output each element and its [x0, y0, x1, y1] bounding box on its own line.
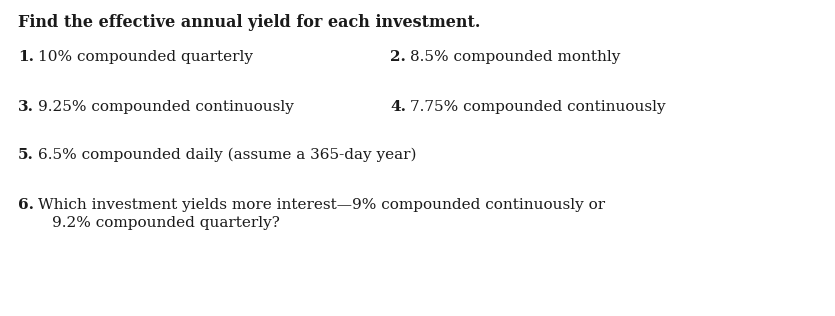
Text: 6.: 6. — [18, 198, 34, 212]
Text: 9.2% compounded quarterly?: 9.2% compounded quarterly? — [52, 216, 280, 230]
Text: 10% compounded quarterly: 10% compounded quarterly — [38, 50, 253, 64]
Text: 3.: 3. — [18, 100, 34, 114]
Text: 7.75% compounded continuously: 7.75% compounded continuously — [410, 100, 665, 114]
Text: Which investment yields more interest—9% compounded continuously or: Which investment yields more interest—9%… — [38, 198, 605, 212]
Text: 6.5% compounded daily (assume a 365-day year): 6.5% compounded daily (assume a 365-day … — [38, 148, 417, 162]
Text: 9.25% compounded continuously: 9.25% compounded continuously — [38, 100, 294, 114]
Text: Find the effective annual yield for each investment.: Find the effective annual yield for each… — [18, 14, 480, 31]
Text: 4.: 4. — [390, 100, 406, 114]
Text: 2.: 2. — [390, 50, 406, 64]
Text: 8.5% compounded monthly: 8.5% compounded monthly — [410, 50, 620, 64]
Text: 1.: 1. — [18, 50, 34, 64]
Text: 5.: 5. — [18, 148, 34, 162]
